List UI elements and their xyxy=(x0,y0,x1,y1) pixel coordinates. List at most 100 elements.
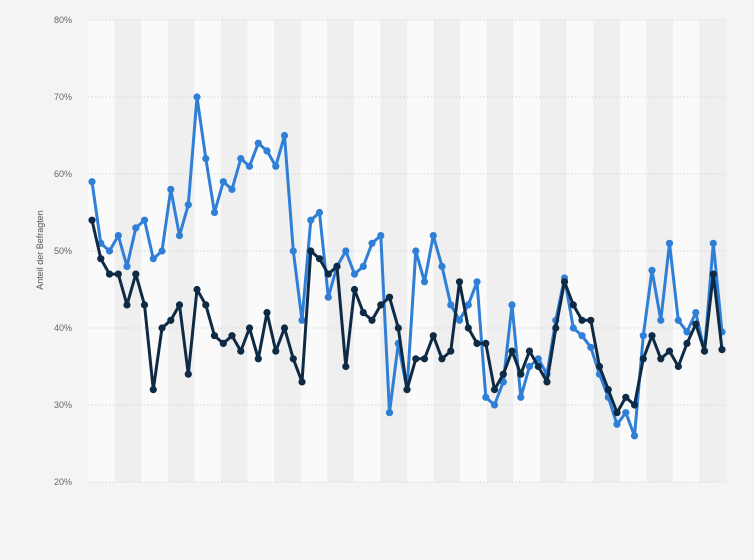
data-point xyxy=(464,324,472,332)
data-point xyxy=(569,324,577,332)
data-point xyxy=(517,370,525,378)
data-point xyxy=(245,324,254,332)
data-point xyxy=(167,185,175,193)
y-tick-label: 30% xyxy=(54,400,72,410)
data-point xyxy=(210,208,219,217)
data-point xyxy=(482,339,490,347)
data-point xyxy=(132,270,140,278)
data-point xyxy=(622,393,630,401)
data-point xyxy=(552,324,560,332)
data-point xyxy=(473,339,481,347)
y-tick-label: 60% xyxy=(54,169,72,179)
data-point xyxy=(595,362,604,371)
data-point xyxy=(289,355,297,363)
data-point xyxy=(158,247,166,255)
data-point xyxy=(718,346,726,354)
data-point xyxy=(359,309,367,317)
data-point xyxy=(228,185,236,193)
data-point xyxy=(324,270,332,278)
data-point xyxy=(307,216,315,224)
y-axis-title: Anteil der Befragten xyxy=(35,210,45,290)
data-point xyxy=(210,332,219,340)
y-axis-ticks: 20% 30% 40% 50% 60% 70% 80% xyxy=(54,15,72,487)
data-point xyxy=(403,386,411,394)
data-point xyxy=(377,301,385,309)
data-point xyxy=(709,239,717,247)
data-point xyxy=(307,247,315,255)
data-point xyxy=(263,309,271,317)
data-point xyxy=(438,355,446,363)
data-point xyxy=(420,355,429,363)
y-tick-label: 20% xyxy=(54,477,72,487)
data-point xyxy=(683,339,691,347)
data-point xyxy=(700,347,709,355)
data-point xyxy=(105,247,114,255)
data-point xyxy=(105,270,114,278)
data-point xyxy=(665,347,674,355)
data-point xyxy=(543,378,551,386)
data-point xyxy=(175,232,184,240)
data-point xyxy=(245,162,254,170)
data-point xyxy=(184,370,192,378)
data-point xyxy=(412,247,420,255)
data-point xyxy=(499,370,507,378)
data-point xyxy=(622,409,630,417)
y-tick-label: 70% xyxy=(54,92,72,102)
data-point xyxy=(315,208,324,217)
data-point xyxy=(709,270,717,278)
data-point xyxy=(569,301,577,309)
data-point xyxy=(368,316,376,324)
data-point xyxy=(219,339,227,347)
data-point xyxy=(202,301,210,309)
data-point xyxy=(237,155,245,163)
data-point xyxy=(490,401,499,409)
data-point xyxy=(149,386,157,394)
data-point xyxy=(482,393,490,401)
data-point xyxy=(175,301,184,309)
data-point xyxy=(534,362,542,371)
data-point xyxy=(132,224,140,232)
data-point xyxy=(447,301,455,309)
data-point xyxy=(613,420,621,428)
data-point xyxy=(587,343,595,351)
data-point xyxy=(289,247,297,255)
data-point xyxy=(140,301,149,309)
data-point xyxy=(377,232,385,240)
data-point xyxy=(254,139,262,147)
data-point xyxy=(648,266,656,274)
data-point xyxy=(97,255,105,263)
data-point xyxy=(429,332,437,340)
data-point xyxy=(630,401,639,409)
data-point xyxy=(674,362,682,371)
data-point xyxy=(665,239,674,247)
data-point xyxy=(578,316,586,324)
data-point xyxy=(368,239,376,247)
data-point xyxy=(657,316,665,324)
data-point xyxy=(578,332,586,340)
data-point xyxy=(490,386,499,394)
data-point xyxy=(88,216,96,224)
data-point xyxy=(525,362,534,371)
data-point xyxy=(254,355,262,363)
data-point xyxy=(193,285,201,294)
y-tick-label: 80% xyxy=(54,15,72,25)
data-point xyxy=(613,409,621,417)
data-point xyxy=(193,93,201,101)
data-point xyxy=(464,301,472,309)
data-point xyxy=(420,278,429,286)
data-point xyxy=(167,316,175,324)
data-point xyxy=(692,320,700,328)
data-point xyxy=(639,332,647,340)
data-point xyxy=(123,301,131,309)
data-point xyxy=(560,278,569,286)
data-point xyxy=(683,328,691,336)
data-point xyxy=(359,262,367,270)
data-point xyxy=(385,293,394,301)
data-point xyxy=(412,355,420,363)
data-point xyxy=(114,232,122,240)
data-point xyxy=(455,278,464,286)
data-point xyxy=(324,293,332,301)
data-point xyxy=(385,409,394,417)
